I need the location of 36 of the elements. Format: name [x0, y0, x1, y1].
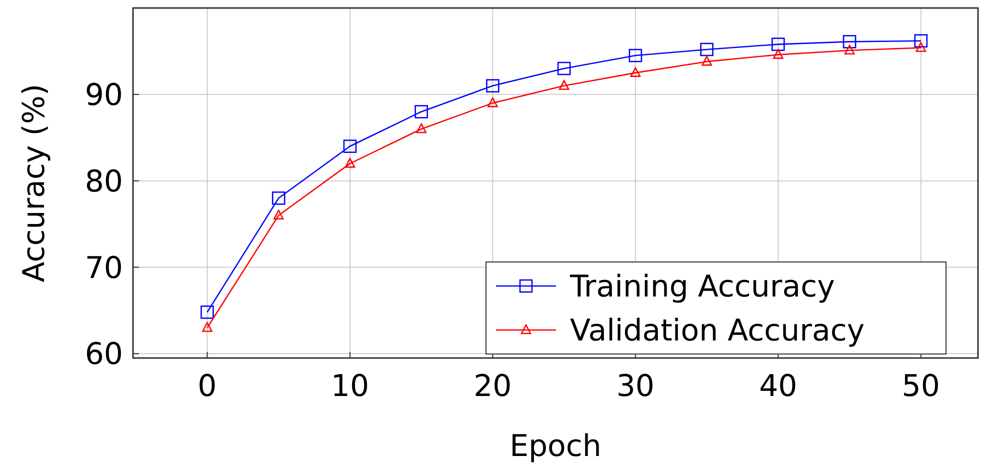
- legend-label: Validation Accuracy: [570, 314, 865, 348]
- y-tick-label: 90: [84, 78, 123, 113]
- point: [272, 191, 286, 205]
- x-tick-label: 50: [902, 369, 940, 404]
- point: [344, 158, 356, 168]
- point: [916, 42, 926, 52]
- x-axis-title: Epoch: [510, 429, 602, 464]
- point: [202, 322, 212, 332]
- point: [700, 42, 714, 56]
- point: [488, 97, 498, 108]
- legend-label: Training Accuracy: [569, 270, 835, 304]
- x-tick-label: 10: [330, 369, 370, 404]
- x-tick-label: 30: [616, 369, 655, 404]
- point: [416, 123, 426, 134]
- point: [557, 62, 571, 76]
- point: [772, 38, 785, 51]
- y-tick-label: 70: [84, 250, 123, 286]
- x-tick-label: 20: [474, 369, 512, 404]
- y-tick-label: 60: [84, 337, 123, 372]
- point: [200, 306, 214, 319]
- point: [773, 49, 784, 59]
- point: [273, 210, 284, 220]
- x-tick-label: 0: [198, 369, 217, 404]
- x-tick-label: 40: [759, 369, 798, 404]
- y-axis-title: Accuracy (%): [17, 84, 52, 282]
- point: [558, 80, 570, 90]
- point: [630, 67, 641, 77]
- point: [842, 35, 856, 48]
- point: [844, 44, 855, 54]
- point: [702, 56, 712, 66]
- point: [414, 105, 428, 118]
- point: [343, 140, 357, 153]
- point: [914, 34, 928, 48]
- point: [486, 79, 500, 92]
- point: [628, 48, 642, 62]
- y-tick-label: 80: [84, 164, 123, 200]
